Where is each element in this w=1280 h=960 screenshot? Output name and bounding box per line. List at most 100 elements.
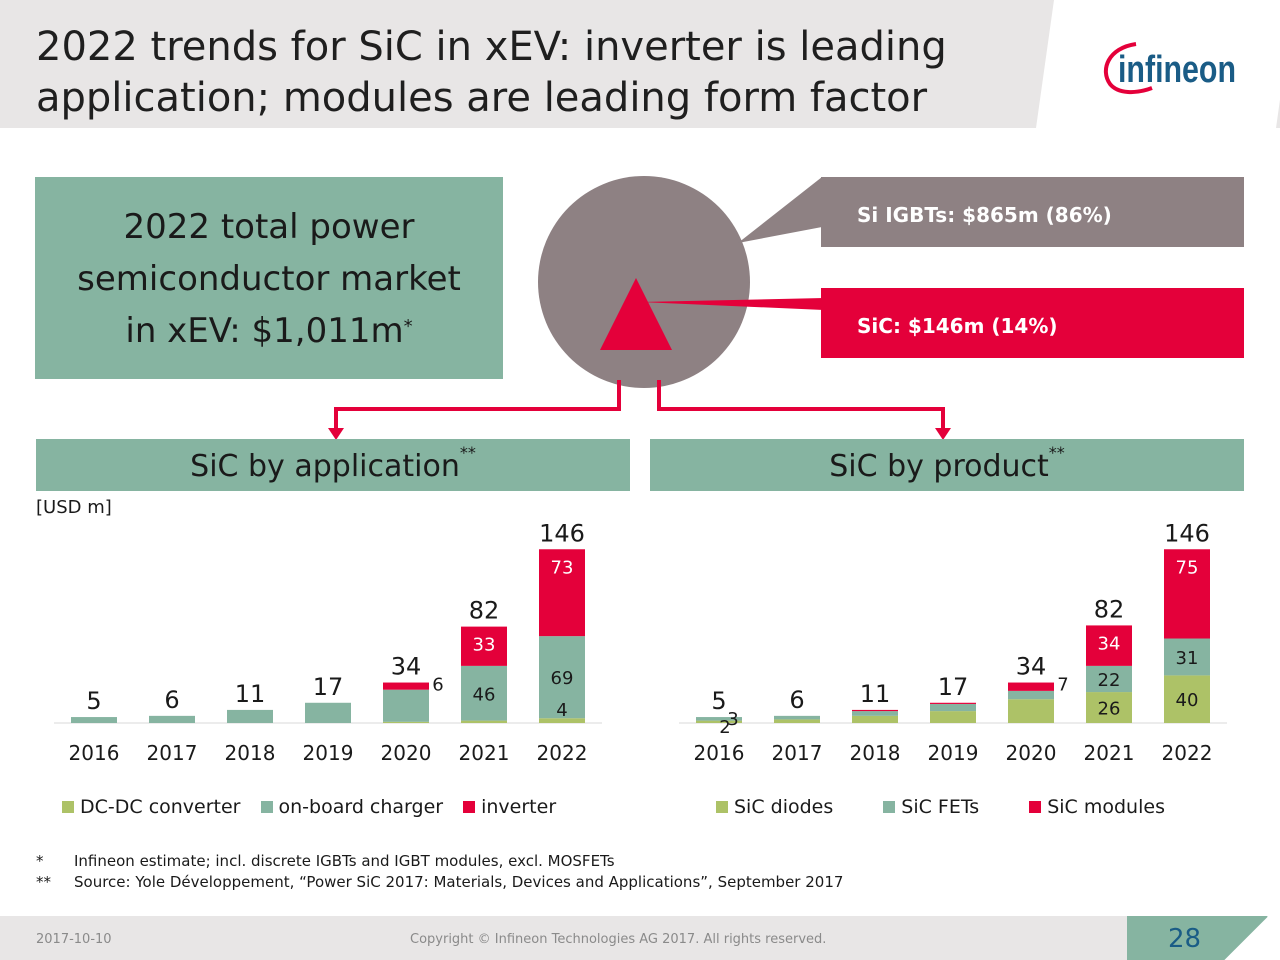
legend-swatch-diodes [716, 801, 728, 813]
chart-0-xtick-2017: 2017 [147, 741, 198, 765]
chart-0-bar-2022-on-board-charger [539, 636, 585, 719]
legend-swatch-obc [260, 801, 273, 813]
chart-1-bar-2022-sic-fets [1164, 638, 1210, 676]
chart-0-bar-2018-on-board-charger [227, 709, 273, 723]
slide-title: 2022 trends for SiC in xEV: inverter is … [36, 22, 947, 124]
chart-0-bar-2016-on-board-charger [71, 717, 117, 723]
chart-0-label-2021-on-board-charger: 46 [473, 684, 496, 705]
chart-0-total-2021: 82 [469, 597, 500, 625]
slide-title-line-1: 2022 trends for SiC in xEV: inverter is … [36, 24, 947, 70]
chart-1-total-2020: 34 [1016, 653, 1047, 681]
pie-slice-si-igbts [538, 176, 750, 388]
logo-text: infineon [1118, 49, 1236, 91]
logo-swoosh [1104, 42, 1153, 95]
chart-0-xtick-2021: 2021 [459, 741, 510, 765]
chart-1-bar-2021-sic-modules [1086, 625, 1132, 666]
chart-1-bar-2020-sic-modules [1008, 682, 1054, 691]
chart-1-bar-2021-sic-diodes [1086, 692, 1132, 723]
legend-swatch-fets [883, 801, 896, 813]
section-application-mark: ** [459, 443, 476, 462]
page-number: 28 [1168, 924, 1202, 954]
chart-1-label-2022-sic-fets: 31 [1176, 648, 1199, 669]
footer-copyright: Copyright © Infineon Technologies AG 201… [410, 932, 827, 947]
chart-0-bar-2021-on-board-charger [461, 665, 507, 721]
legend-application: DC-DC converter on-board charger inverte… [62, 796, 576, 818]
callout-sic: SiC: $146m (14%) [821, 288, 1244, 358]
chart-0-total-2016: 5 [86, 687, 101, 715]
section-header-product: SiC by product** [650, 439, 1244, 491]
footnote-1-text: Infineon estimate; incl. discrete IGBTs … [74, 852, 615, 870]
chart-1-total-2018: 11 [860, 680, 891, 708]
chart-0-bar-2020-dc-dc-converter [383, 721, 429, 723]
arrow-head-product [935, 428, 951, 440]
chart-1-label-2021-sic-fets: 22 [1098, 670, 1121, 691]
section-product-mark: ** [1048, 443, 1065, 462]
pie-slice-sic [600, 278, 672, 350]
chart-0-total-2019: 17 [313, 673, 344, 701]
chart-0-total-2017: 6 [164, 686, 179, 714]
chart-1-bar-2019-sic-diodes [930, 711, 976, 723]
section-header-application: SiC by application** [36, 439, 630, 491]
chart-0-xtick-2018: 2018 [225, 741, 276, 765]
legend-item-obc: on-board charger [260, 796, 443, 818]
chart-1-label-2021-sic-diodes: 26 [1098, 699, 1121, 720]
footer-band [0, 916, 1280, 960]
legend-label-fets: SiC FETs [901, 796, 980, 818]
legend-item-modules: SiC modules [1029, 796, 1165, 818]
unit-label: [USD m] [36, 497, 112, 518]
chart-0-bar-2017-on-board-charger [149, 715, 195, 723]
arrow-to-application [334, 380, 621, 434]
chart-0-total-2018: 11 [235, 680, 266, 708]
chart-0-bar-2020-on-board-charger [383, 689, 429, 722]
chart-1-bar-2018-sic-diodes [852, 715, 898, 723]
chart-0-bar-2021-dc-dc-converter [461, 720, 507, 723]
footnote-2-text: Source: Yole Développement, “Power SiC 2… [74, 873, 844, 891]
chart-1-xtick-2016: 2016 [694, 741, 745, 765]
chart-1-xtick-2017: 2017 [772, 741, 823, 765]
chart-1-total-2021: 82 [1094, 595, 1125, 623]
callout-pointer-sic [640, 298, 824, 310]
legend-swatch-dcdc [62, 801, 74, 813]
chart-1-bar-2019-sic-fets [930, 703, 976, 712]
chart-1-bar-2018-sic-fets [852, 711, 898, 716]
legend-item-dcdc: DC-DC converter [62, 796, 241, 818]
chart-1-bar-2020-sic-fets [1008, 690, 1054, 700]
section-product-label: SiC by product [829, 449, 1049, 484]
chart-1-total-2022: 146 [1164, 519, 1210, 547]
section-application-label: SiC by application [190, 449, 460, 484]
legend-label-inverter: inverter [481, 796, 557, 818]
legend-label-dcdc: DC-DC converter [80, 796, 241, 818]
chart-1-xtick-2018: 2018 [850, 741, 901, 765]
chart-1-label-2022-sic-modules: 75 [1176, 557, 1199, 578]
page-number-tab [1127, 916, 1280, 960]
chart-0-total-2022: 146 [539, 519, 585, 547]
chart-1-total-2019: 17 [938, 673, 969, 701]
chart-1-label-2020-sic-modules: 7 [1057, 675, 1068, 696]
market-line-3: in xEV: $1,011m [125, 311, 404, 351]
market-total-box: 2022 total power semiconductor market in… [35, 177, 503, 379]
chart-1-bar-2019-sic-modules [930, 702, 976, 704]
chart-0-bar-2019-on-board-charger [305, 702, 351, 723]
chart-0-bar-2022-inverter [539, 549, 585, 637]
chart-1-label-2016-sic-fets: 3 [727, 709, 738, 730]
chart-1-bar-2016-sic-fets [696, 717, 742, 721]
footnote-2: ** Source: Yole Développement, “Power SiC… [36, 873, 843, 891]
chart-1-total-2016: 5 [711, 687, 726, 715]
callout-pointer-si [738, 177, 822, 243]
infineon-logo: infineon [1104, 42, 1236, 95]
chart-1-xtick-2019: 2019 [928, 741, 979, 765]
chart-1-xtick-2022: 2022 [1162, 741, 1213, 765]
chart-1-bar-2022-sic-modules [1164, 549, 1210, 639]
chart-1-bar-2022-sic-diodes [1164, 675, 1210, 723]
callout-si-igbts: Si IGBTs: $865m (86%) [821, 177, 1244, 247]
footnote-1-mark: * [36, 852, 44, 870]
market-footnote-mark: * [403, 316, 413, 337]
legend-label-diodes: SiC diodes [734, 796, 834, 818]
chart-0-label-2022-on-board-charger: 69 [551, 668, 574, 689]
chart-1-bar-2017-sic-diodes [774, 719, 820, 723]
chart-1-xtick-2021: 2021 [1084, 741, 1135, 765]
chart-0-bar-2022-dc-dc-converter [539, 718, 585, 723]
slide-title-line-2: application; modules are leading form fa… [36, 75, 928, 121]
